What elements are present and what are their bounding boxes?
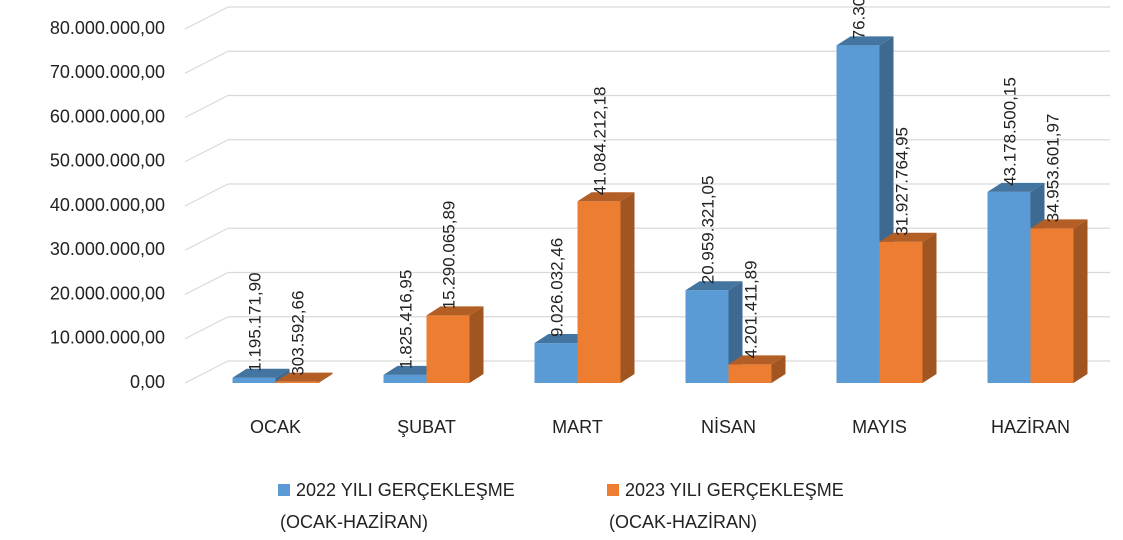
legend-label: 2022 YILI GERÇEKLEŞME (OCAK-HAZİRAN): [280, 480, 515, 532]
bar-front: [534, 343, 578, 383]
grid-line: [184, 50, 229, 74]
bar-front: [1030, 228, 1074, 383]
y-tick-label: 70.000.000,00: [50, 62, 165, 82]
legend-line: (OCAK-HAZİRAN): [280, 512, 428, 532]
x-tick-label: OCAK: [250, 417, 301, 437]
bar-top: [426, 306, 484, 316]
bar-front: [987, 191, 1031, 383]
bar-side: [771, 355, 786, 383]
y-tick-label: 80.000.000,00: [50, 18, 165, 38]
value-label: 34.953.601,97: [1043, 114, 1062, 223]
value-label: 31.927.764,95: [892, 127, 911, 236]
value-label: 1.195.171,90: [245, 272, 264, 371]
grid-line: [184, 183, 229, 207]
bar: [836, 36, 894, 384]
value-label: 41.084.212,18: [590, 86, 609, 195]
y-tick-label: 0,00: [130, 372, 165, 392]
bar-top: [987, 182, 1045, 192]
bar-side: [469, 306, 484, 383]
x-tick-label: MAYIS: [852, 417, 907, 437]
bar-side: [728, 281, 743, 383]
bar: [577, 192, 635, 383]
grid-line: [184, 6, 229, 30]
bar-top: [1030, 219, 1088, 229]
bar-top: [232, 368, 290, 378]
bar-side: [318, 372, 333, 383]
legend-label: 2023 YILI GERÇEKLEŞME (OCAK-HAZİRAN): [609, 480, 844, 532]
bar: [1030, 219, 1088, 383]
bar: [426, 306, 484, 383]
bar-front: [879, 241, 923, 383]
value-label: 76.300: [849, 0, 868, 39]
value-label: 43.178.500,15: [1000, 77, 1019, 186]
legend-swatch: [278, 484, 290, 496]
bar-top: [383, 365, 441, 375]
bar: [728, 355, 786, 383]
bar-front: [232, 377, 276, 383]
x-tick-label: HAZİRAN: [991, 417, 1070, 437]
x-tick-label: MART: [552, 417, 603, 437]
bar-top: [534, 334, 592, 344]
y-tick-label: 10.000.000,00: [50, 328, 165, 348]
bar-top: [728, 355, 786, 365]
grid-line: [184, 227, 229, 251]
bar-front: [728, 364, 772, 383]
x-tick-label: ŞUBAT: [397, 417, 456, 437]
bar-side: [620, 192, 635, 383]
bar-front: [577, 201, 621, 383]
bar-front: [275, 381, 319, 383]
bar-top: [879, 232, 937, 242]
bar-top: [275, 372, 333, 382]
value-label: 1.825.416,95: [396, 270, 415, 369]
value-label: 303.592,66: [288, 291, 307, 376]
bar-front: [426, 315, 470, 383]
bar-side: [1073, 219, 1088, 383]
bar: [685, 281, 743, 383]
legend-swatch: [607, 484, 619, 496]
y-tick-label: 60.000.000,00: [50, 106, 165, 126]
bar-top: [685, 281, 743, 291]
y-tick-label: 40.000.000,00: [50, 195, 165, 215]
grid-line: [184, 360, 229, 384]
grid-line: [184, 139, 229, 163]
value-label: 4.201.411,89: [741, 260, 760, 358]
y-tick-label: 50.000.000,00: [50, 151, 165, 171]
bar: [879, 232, 937, 383]
grid-line: [184, 271, 229, 296]
bar-front: [685, 290, 729, 383]
bar-top: [836, 36, 894, 46]
bar-front: [836, 45, 880, 384]
bar: [275, 372, 333, 383]
grid-line: [184, 94, 229, 119]
grid-line: [184, 316, 229, 340]
bar-front: [383, 374, 427, 383]
bar-top: [577, 192, 635, 202]
legend-line: (OCAK-HAZİRAN): [609, 512, 757, 532]
bar-side: [922, 232, 937, 383]
legend-line: 2022 YILI GERÇEKLEŞME: [296, 480, 515, 500]
value-label: 20.959.321,05: [698, 176, 717, 285]
legend-line: 2023 YILI GERÇEKLEŞME: [625, 480, 844, 500]
value-label: 15.290.065,89: [439, 201, 458, 310]
y-tick-label: 30.000.000,00: [50, 239, 165, 259]
value-label: 9.026.032,46: [547, 238, 566, 337]
y-tick-label: 20.000.000,00: [50, 283, 165, 303]
x-tick-label: NİSAN: [701, 417, 756, 437]
